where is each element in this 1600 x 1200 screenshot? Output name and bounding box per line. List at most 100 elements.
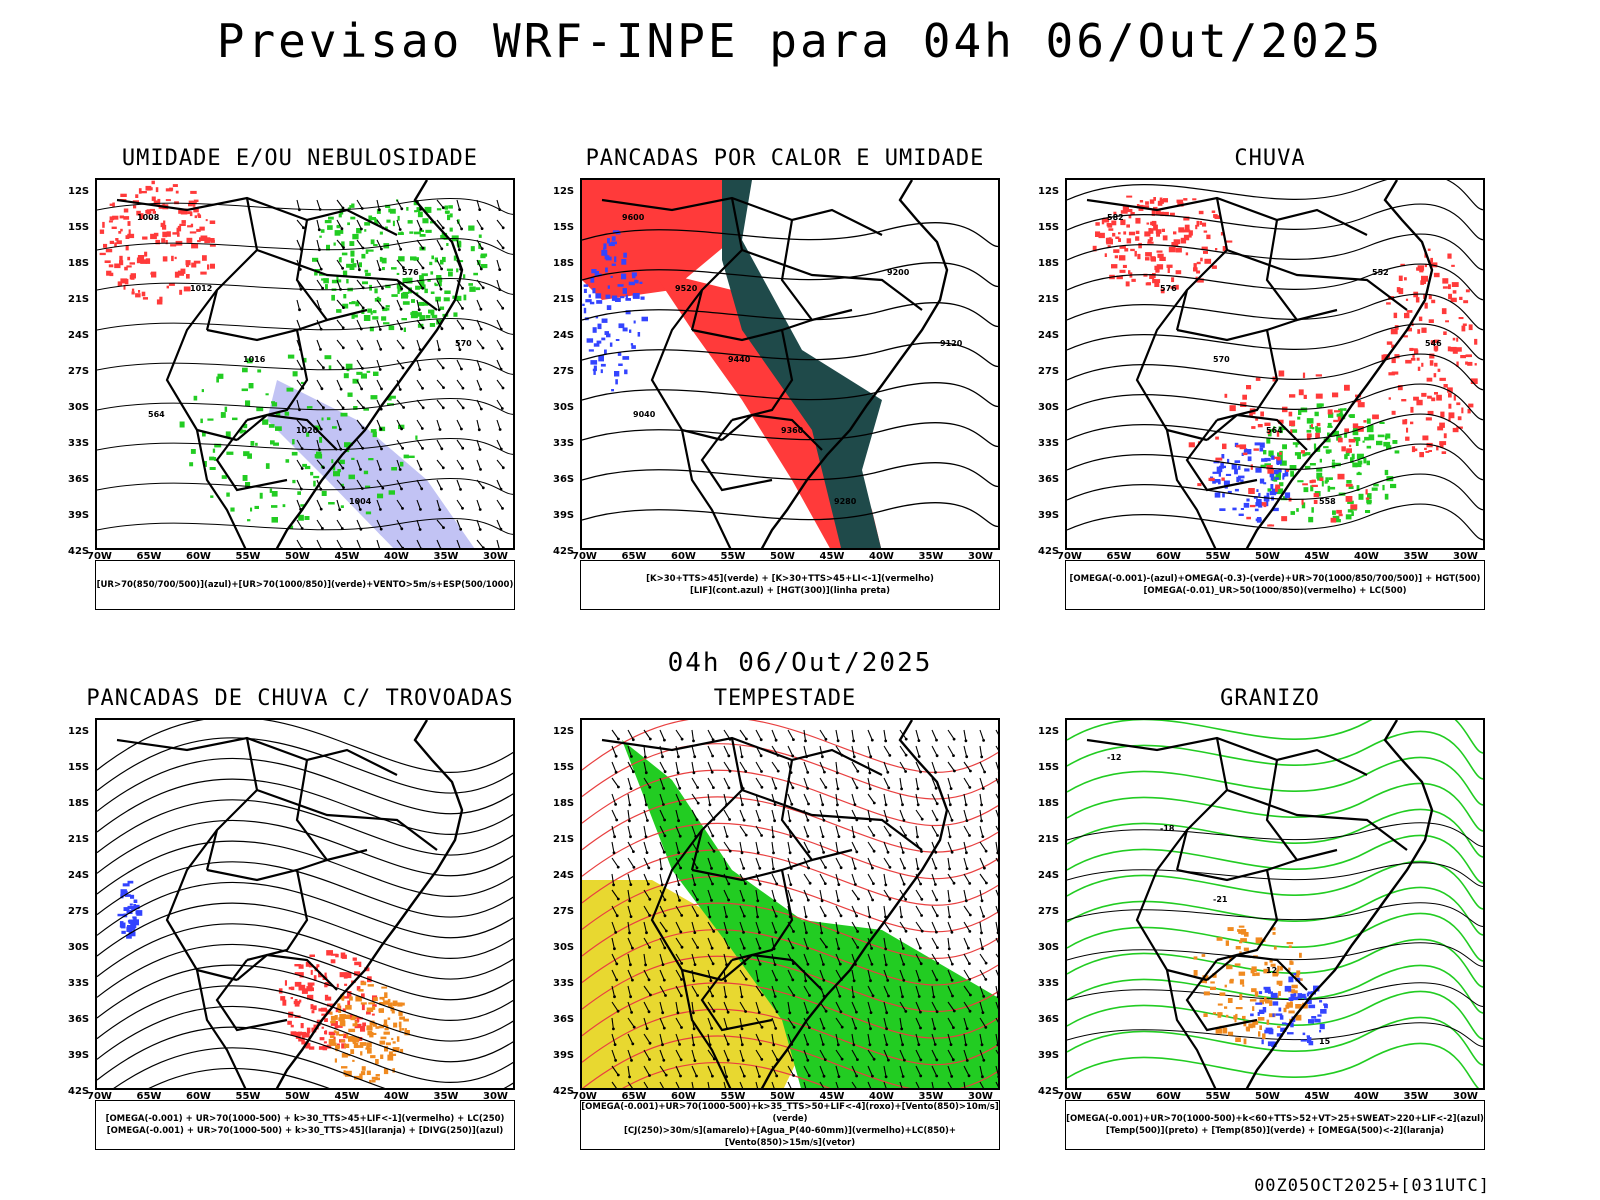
- legend-line: [OMEGA(-0.001) + UR>70(1000-500) + k>30_…: [106, 1126, 504, 1136]
- latitude-tick-label: 36S: [1038, 474, 1060, 485]
- map-canvas: [97, 720, 513, 1088]
- latitude-tick-label: 30S: [68, 402, 90, 413]
- latitude-tick-label: 21S: [68, 294, 90, 305]
- coastline: [760, 720, 949, 1088]
- latitude-tick-label: 30S: [1038, 942, 1060, 953]
- latitude-tick-label: 12S: [1038, 726, 1060, 737]
- latitude-tick-label: 33S: [553, 438, 575, 449]
- map-panel-2: PANCADAS POR CALOR E UMIDADE 12S 15S 18S 21S…: [545, 146, 1025, 616]
- legend-box: [K>30+TTS>45](verde) + [K>30+TTS>45+LI<-…: [580, 560, 1000, 610]
- longitude-tick-label: 65W: [621, 551, 647, 562]
- longitude-tick-label: 60W: [1156, 551, 1181, 562]
- longitude-tick-label: 65W: [136, 551, 162, 562]
- svg-text:1016: 1016: [243, 355, 266, 364]
- latitude-tick-label: 18S: [68, 258, 90, 269]
- longitude-tick-label: 55W: [720, 1091, 746, 1102]
- coastline: [760, 180, 949, 548]
- longitude-tick-label: 50W: [1255, 551, 1280, 562]
- latitude-tick-label: 36S: [1038, 1014, 1060, 1025]
- map-frame: 582 576 570 564 558 552 546: [1065, 178, 1485, 550]
- latitude-tick-label: 12S: [553, 726, 575, 737]
- run-timestamp: 00Z05OCT2025+[031UTC]: [1254, 1176, 1490, 1196]
- instability-red-area: [582, 180, 732, 300]
- svg-text:-21: -21: [1213, 895, 1228, 904]
- svg-text:582: 582: [1107, 213, 1124, 222]
- latitude-tick-label: 33S: [68, 978, 90, 989]
- lifted-index-blue-contours: [582, 230, 648, 392]
- contour-value-labels: 9600 9520 9440 9360 9280 9200 9120 9040: [622, 213, 963, 506]
- latitude-tick-label: 27S: [68, 366, 90, 377]
- map-canvas: [582, 720, 998, 1088]
- latitude-tick-label: 36S: [68, 474, 90, 485]
- main-title: Previsao WRF-INPE para 04h 06/Out/2025: [216, 14, 1384, 68]
- svg-text:-18: -18: [1160, 824, 1175, 833]
- longitude-tick-label: 65W: [1106, 1091, 1132, 1102]
- longitude-tick-label: 45W: [334, 1091, 360, 1102]
- longitude-tick-label: 65W: [136, 1091, 162, 1102]
- longitude-tick-label: 50W: [770, 551, 795, 562]
- latitude-tick-label: 15S: [68, 222, 90, 233]
- latitude-tick-label: 24S: [1038, 870, 1060, 881]
- longitude-tick-label: 55W: [1205, 1091, 1231, 1102]
- latitude-tick-label: 21S: [1038, 294, 1060, 305]
- panel-title: PANCADAS DE CHUVA C/ TROVOADAS: [86, 686, 514, 711]
- instability-red-band: [652, 270, 882, 548]
- svg-text:1004: 1004: [349, 497, 372, 506]
- coastline: [275, 720, 464, 1088]
- latitude-tick-label: 15S: [68, 762, 90, 773]
- coastline: [1245, 720, 1434, 1088]
- legend-line: [LIF](cont.azul) + [HGT(300)](linha pret…: [689, 586, 891, 596]
- latitude-tick-label: 39S: [1038, 1050, 1060, 1061]
- omega500-orange-areas: [1193, 925, 1308, 1045]
- map-canvas: 1008 1012 1016 1020 1004 576 570 564: [97, 180, 513, 548]
- svg-text:9360: 9360: [781, 426, 804, 435]
- temp500-black-isolines: [1067, 822, 1483, 1047]
- longitude-tick-label: 40W: [1354, 1091, 1379, 1102]
- svg-text:1008: 1008: [137, 213, 160, 222]
- map-panel-5: TEMPESTADE 12S 15S 18S 21S 24S 27S 30S 33S 36S 39S…: [545, 686, 1025, 1156]
- svg-text:15: 15: [1319, 1037, 1331, 1046]
- latitude-tick-label: 30S: [553, 402, 575, 413]
- green-humidity-contours-south: [179, 354, 418, 529]
- longitude-tick-label: 45W: [1304, 551, 1330, 562]
- wind850-green-area: [622, 740, 998, 1088]
- map-panel-3: CHUVA 12S 15S 18S 21S 24S 27S 30S 33S 36S 39S 42S 70…: [1030, 146, 1510, 616]
- longitude-tick-label: 70W: [1057, 1091, 1082, 1102]
- latitude-tick-label: 27S: [1038, 366, 1060, 377]
- legend-line: [UR>70(850/700/500)](azul)+[UR>70(1000/8…: [96, 580, 514, 590]
- longitude-tick-label: 50W: [285, 1091, 310, 1102]
- latitude-tick-label: 18S: [1038, 798, 1060, 809]
- map-canvas: 9600 9520 9440 9360 9280 9200 9120 9040: [582, 180, 998, 548]
- latitude-tick-label: 18S: [553, 798, 575, 809]
- longitude-tick-label: 45W: [819, 551, 845, 562]
- longitude-tick-label: 40W: [869, 551, 894, 562]
- longitude-tick-label: 45W: [334, 551, 360, 562]
- longitude-tick-label: 45W: [1304, 1091, 1330, 1102]
- thunderstorm-orange-areas: [328, 981, 410, 1083]
- latitude-tick-label: 33S: [1038, 438, 1060, 449]
- longitude-tick-label: 30W: [968, 551, 993, 562]
- political-boundaries: [116, 720, 464, 1088]
- longitude-tick-label: 30W: [483, 551, 508, 562]
- latitude-tick-label: 12S: [1038, 186, 1060, 197]
- pressure-isolines: [97, 197, 513, 535]
- longitude-tick-label: 35W: [433, 1091, 459, 1102]
- latitude-tick-label: 30S: [1038, 402, 1060, 413]
- latitude-tick-label: 21S: [553, 294, 575, 305]
- legend-line: [OMEGA(-0.001) + UR>70(1000-500) + k>30_…: [105, 1114, 505, 1124]
- svg-text:9040: 9040: [633, 410, 656, 419]
- legend-line: [K>30+TTS>45](verde) + [K>30+TTS>45+LI<-…: [646, 574, 934, 584]
- latitude-tick-label: 39S: [68, 510, 90, 521]
- longitude-tick-label: 60W: [186, 1091, 211, 1102]
- latitude-tick-label: 39S: [553, 1050, 575, 1061]
- longitude-tick-label: 30W: [1453, 551, 1478, 562]
- longitude-tick-label: 30W: [968, 1091, 993, 1102]
- latitude-tick-label: 24S: [68, 330, 90, 341]
- map-frame: [95, 718, 515, 1090]
- latitude-tick-label: 27S: [553, 366, 575, 377]
- latitude-tick-label: 24S: [1038, 330, 1060, 341]
- forecast-time-label: 04h 06/Out/2025: [667, 648, 933, 678]
- longitude-tick-label: 60W: [671, 1091, 696, 1102]
- longitude-tick-label: 50W: [770, 1091, 795, 1102]
- longitude-tick-label: 70W: [1057, 551, 1082, 562]
